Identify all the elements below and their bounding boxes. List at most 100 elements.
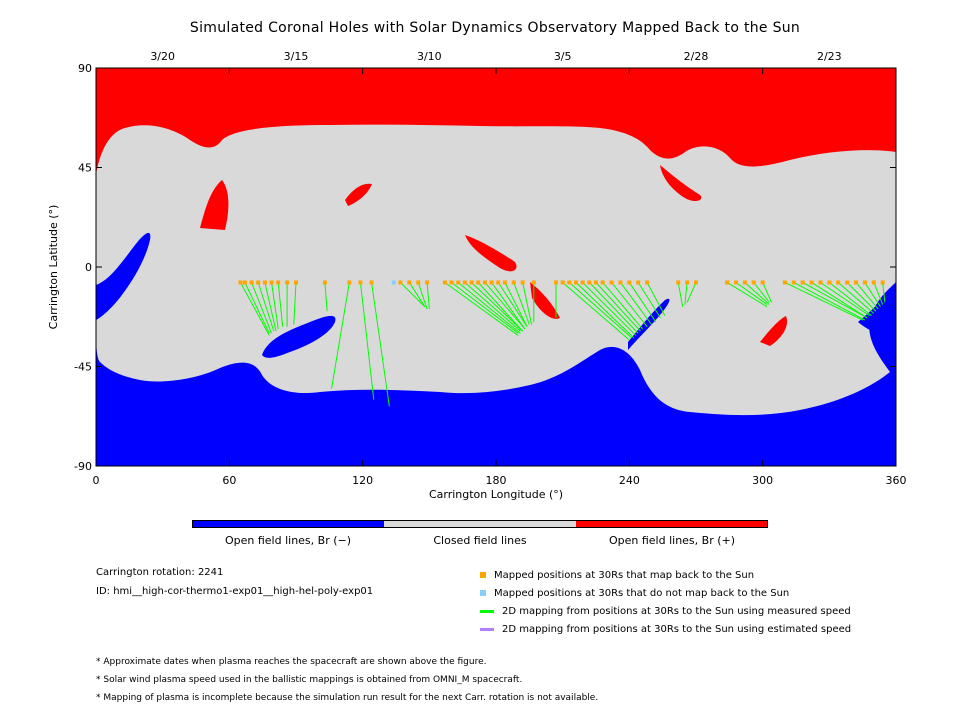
- footnote: * Mapping of plasma is incomplete becaus…: [96, 693, 599, 703]
- mapped-point: [502, 280, 507, 285]
- colorbar-label-positive: Open field lines, Br (+): [608, 534, 736, 547]
- mapping-line: [588, 282, 639, 334]
- mapping-line: [457, 282, 521, 334]
- x-tick-label: 60: [222, 474, 236, 487]
- mapped-point: [809, 280, 814, 285]
- mapped-point: [425, 280, 430, 285]
- legend-label: 2D mapping from positions at 30Rs to the…: [502, 605, 851, 617]
- mapped-point: [520, 280, 525, 285]
- mapping-line: [522, 282, 533, 325]
- open-positive-hole-lon300: [760, 316, 788, 346]
- y-tick-label: -45: [74, 361, 92, 374]
- legend: Mapped positions at 30Rs that map back t…: [480, 566, 851, 638]
- mapped-point: [742, 280, 747, 285]
- mapping-line: [829, 282, 872, 317]
- mapped-point: [531, 280, 536, 285]
- axes: 0 60 120 180 240 300 360 90 45 0 -45 -90 3/20 3/15 3/1…: [47, 50, 907, 501]
- mapped-point: [580, 280, 585, 285]
- mapping-line: [837, 282, 875, 314]
- mapping-line: [240, 282, 270, 336]
- mapping-line: [726, 282, 768, 308]
- mapped-point: [407, 280, 412, 285]
- carrington-rotation-text: Carrington rotation: 2241: [96, 567, 224, 578]
- mapping-line: [359, 282, 375, 400]
- x-tick-label: 0: [93, 474, 100, 487]
- top-date-label: 3/20: [150, 50, 175, 63]
- y-tick-label: 45: [78, 162, 92, 175]
- mapping-line: [602, 282, 644, 330]
- mapping-line: [637, 282, 661, 319]
- mapping-line: [451, 282, 519, 334]
- mapping-line: [408, 282, 426, 308]
- mapping-line: [646, 282, 666, 316]
- mapping-line: [873, 282, 884, 305]
- map-regions: [96, 68, 896, 466]
- mapping-line: [620, 282, 652, 325]
- mapped-point: [760, 280, 765, 285]
- mapping-lines: [240, 282, 886, 407]
- mapped-point: [818, 280, 823, 285]
- mapping-line: [784, 282, 863, 321]
- mapped-point: [676, 280, 681, 285]
- mapped-point: [256, 280, 261, 285]
- green-line-icon: [480, 609, 494, 613]
- legend-label: Mapped positions at 30Rs that do not map…: [494, 587, 790, 599]
- mapping-line: [677, 282, 684, 307]
- mapping-line: [471, 282, 524, 332]
- mapping-line: [575, 282, 635, 339]
- mapping-line: [846, 282, 877, 312]
- open-negative-hole-lon350: [858, 292, 896, 336]
- mapped-point: [358, 280, 363, 285]
- top-date-label: 3/10: [417, 50, 442, 63]
- mapping-line: [762, 282, 773, 303]
- mapped-point: [845, 280, 850, 285]
- mapping-line: [484, 282, 526, 330]
- mapping-line: [251, 282, 273, 334]
- top-date-label: 3/5: [554, 50, 572, 63]
- mapping-line: [811, 282, 868, 319]
- y-axis-label: Carrington Latitude (°): [47, 205, 60, 330]
- mapped-point: [645, 280, 650, 285]
- colorbar-closed: [384, 521, 576, 527]
- mapping-line: [753, 282, 770, 303]
- mapped-point: [476, 280, 481, 285]
- open-negative-hole-left: [96, 232, 151, 320]
- mapped-point: [347, 280, 352, 285]
- mapping-line: [684, 282, 688, 305]
- mapped-point: [456, 280, 461, 285]
- legend-item-mapped: Mapped positions at 30Rs that map back t…: [480, 566, 851, 584]
- colorbar: [192, 520, 768, 528]
- chart-title: Simulated Coronal Holes with Solar Dynam…: [189, 20, 801, 36]
- mapped-point: [827, 280, 832, 285]
- open-positive-hole-lon180: [465, 235, 517, 272]
- mapped-point: [725, 280, 730, 285]
- mapping-points: [238, 280, 885, 285]
- mapped-point: [587, 280, 592, 285]
- legend-item-unmapped: Mapped positions at 30Rs that do not map…: [480, 584, 851, 602]
- open-positive-hole-lon50: [200, 180, 229, 230]
- mapping-line: [504, 282, 528, 327]
- colorbar-negative: [193, 521, 385, 527]
- mapped-point: [242, 280, 247, 285]
- mapping-line: [595, 282, 641, 332]
- mapped-point: [276, 280, 281, 285]
- mapped-point: [398, 280, 403, 285]
- mapping-line: [244, 282, 270, 334]
- mapped-point: [442, 280, 447, 285]
- open-negative-hole-lon80: [262, 315, 336, 358]
- mapping-line: [882, 282, 886, 303]
- open-positive-hole-lon200: [530, 282, 560, 319]
- x-tick-label: 120: [352, 474, 373, 487]
- mapped-point: [567, 280, 572, 285]
- mapped-point: [469, 280, 474, 285]
- mapping-line: [744, 282, 770, 305]
- mapping-line: [264, 282, 277, 332]
- footnote: * Approximate dates when plasma reaches …: [96, 657, 487, 667]
- top-date-label: 2/28: [684, 50, 709, 63]
- mapped-point: [560, 280, 565, 285]
- x-tick-label: 180: [486, 474, 507, 487]
- top-date-label: 2/23: [817, 50, 842, 63]
- mapped-point: [594, 280, 598, 285]
- mapped-point: [618, 280, 623, 285]
- mapped-point: [449, 280, 454, 285]
